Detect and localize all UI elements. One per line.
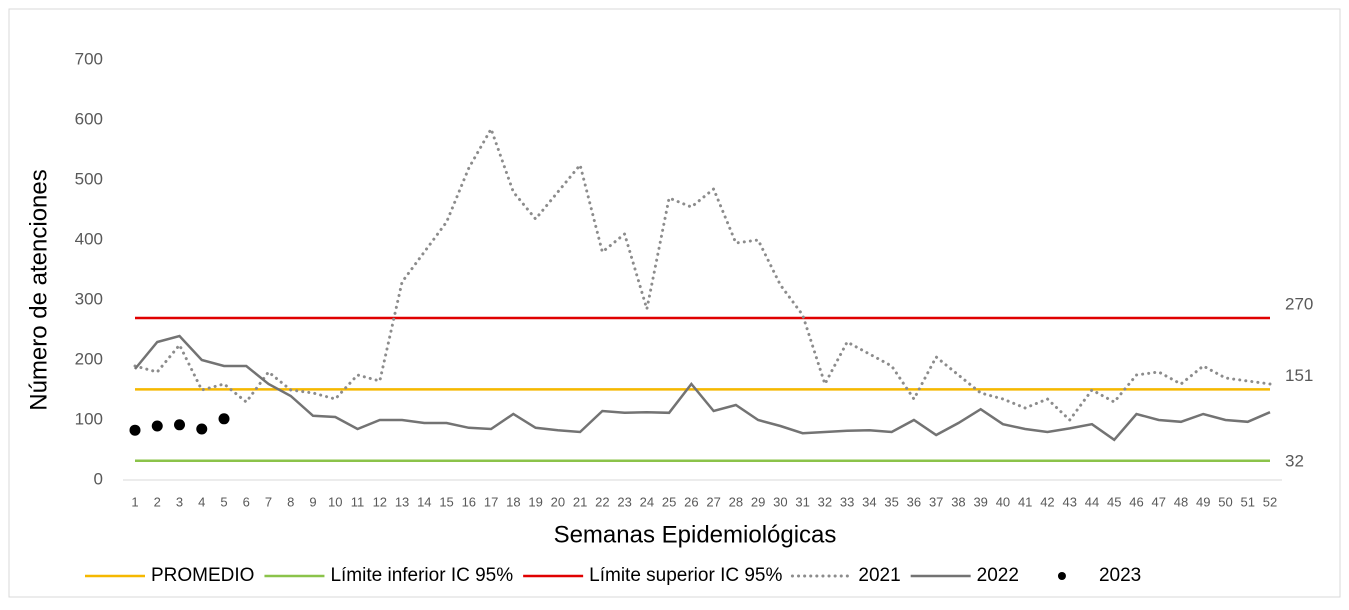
x-tick-label: 15 — [439, 494, 453, 509]
legend-label: PROMEDIO — [151, 565, 254, 586]
y-tick-label: 500 — [75, 169, 103, 188]
x-tick-label: 48 — [1174, 494, 1188, 509]
x-tick-label: 35 — [884, 494, 898, 509]
marker — [218, 413, 230, 425]
y-tick-label: 700 — [75, 49, 103, 68]
x-tick-label: 34 — [862, 494, 876, 509]
x-tick-label: 40 — [996, 494, 1010, 509]
series-line — [133, 125, 1272, 423]
x-tick-label: 8 — [287, 494, 294, 509]
x-tick-label: 27 — [706, 494, 720, 509]
y-tick-label: 400 — [75, 229, 103, 248]
legend-label: 2023 — [1099, 565, 1141, 586]
x-tick-label: 16 — [462, 494, 476, 509]
x-tick-label: 38 — [951, 494, 965, 509]
x-tick-label: 43 — [1062, 494, 1076, 509]
y-tick-label: 600 — [75, 109, 103, 128]
x-tick-label: 41 — [1018, 494, 1032, 509]
x-tick-label: 42 — [1040, 494, 1054, 509]
x-tick-label: 29 — [751, 494, 765, 509]
x-tick-label: 2 — [154, 494, 161, 509]
end-label: 270 — [1285, 294, 1313, 313]
y-tick-label: 300 — [75, 289, 103, 308]
x-tick-label: 6 — [243, 494, 250, 509]
x-tick-label: 10 — [328, 494, 342, 509]
x-tick-label: 45 — [1107, 494, 1121, 509]
x-tick-label: 11 — [351, 494, 365, 509]
end-label: 32 — [1285, 451, 1304, 470]
legend-label: 2022 — [977, 565, 1019, 586]
x-tick-label: 22 — [595, 494, 609, 509]
x-tick-label: 21 — [573, 494, 587, 509]
x-tick-label: 46 — [1129, 494, 1143, 509]
x-tick-label: 12 — [373, 494, 387, 509]
x-tick-label: 52 — [1263, 494, 1277, 509]
x-tick-label: 28 — [729, 494, 743, 509]
x-tick-label: 32 — [818, 494, 832, 509]
legend-marker — [1057, 572, 1066, 580]
x-axis-title: Semanas Epidemiológicas — [554, 521, 837, 548]
x-tick-label: 3 — [176, 494, 183, 509]
x-tick-label: 33 — [840, 494, 854, 509]
x-tick-label: 9 — [309, 494, 316, 509]
x-tick-label: 24 — [640, 494, 654, 509]
x-tick-label: 44 — [1085, 494, 1099, 509]
marker — [129, 424, 141, 436]
x-tick-label: 31 — [795, 494, 809, 509]
x-tick-label: 20 — [551, 494, 565, 509]
x-tick-label: 17 — [484, 494, 498, 509]
marker — [174, 419, 186, 431]
chart-frame — [8, 8, 1341, 598]
x-tick-label: 25 — [662, 494, 676, 509]
legend-label: Límite inferior IC 95% — [330, 565, 513, 586]
series-line — [134, 334, 1271, 442]
legend-label: Límite superior IC 95% — [589, 565, 782, 586]
x-tick-label: 30 — [773, 494, 787, 509]
x-tick-label: 49 — [1196, 494, 1210, 509]
x-tick-label: 19 — [528, 494, 542, 509]
x-tick-label: 50 — [1218, 494, 1232, 509]
x-tick-label: 39 — [973, 494, 987, 509]
x-tick-label: 1 — [131, 494, 138, 509]
marker — [196, 423, 208, 435]
y-tick-label: 100 — [75, 409, 103, 428]
x-tick-label: 7 — [265, 494, 272, 509]
x-tick-label: 5 — [220, 494, 227, 509]
y-axis-title: Número de atenciones — [25, 169, 52, 410]
x-tick-label: 47 — [1151, 494, 1165, 509]
x-tick-label: 36 — [907, 494, 921, 509]
y-tick-label: 0 — [94, 469, 103, 488]
x-tick-label: 4 — [198, 494, 205, 509]
legend-label: 2021 — [858, 565, 900, 586]
x-tick-label: 23 — [617, 494, 631, 509]
marker — [151, 420, 163, 432]
x-tick-label: 18 — [506, 494, 520, 509]
x-tick-label: 14 — [417, 494, 431, 509]
x-tick-label: 13 — [395, 494, 409, 509]
x-tick-label: 37 — [929, 494, 943, 509]
x-tick-label: 51 — [1241, 494, 1255, 509]
y-tick-label: 200 — [75, 349, 103, 368]
end-label: 151 — [1285, 366, 1313, 385]
x-tick-label: 26 — [684, 494, 698, 509]
